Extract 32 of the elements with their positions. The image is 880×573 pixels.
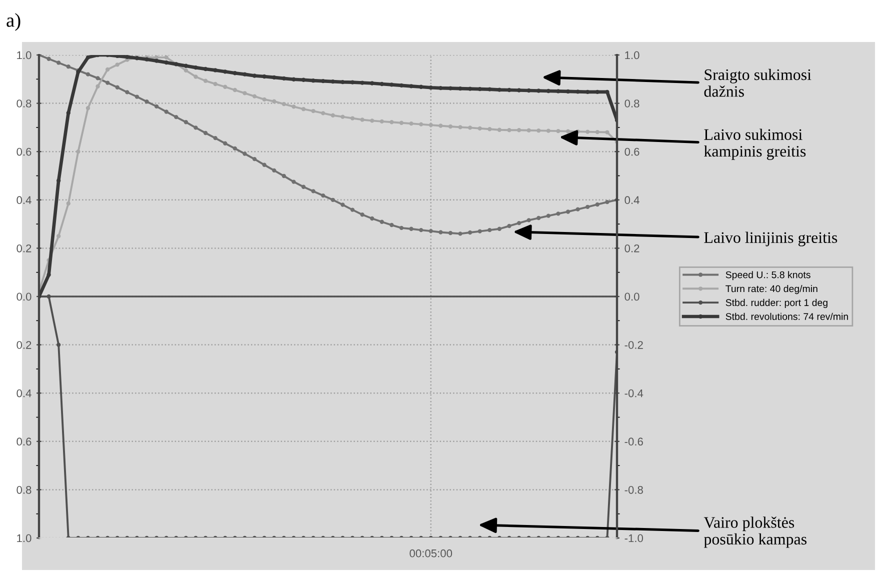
text: Laivo linijinis greitis — [704, 232, 838, 246]
y2-tick-label: 0.8 — [624, 100, 640, 108]
y2-tick-label: -1.0 — [624, 534, 644, 542]
y2-tick-label: -0.4 — [624, 389, 644, 398]
y-tick-label: 0.8 — [16, 486, 32, 494]
y-tick-label: 0.2 — [16, 244, 32, 252]
y-tick-label: 1.0 — [17, 534, 32, 542]
legend-label: Stbd. rudder: port 1 deg — [726, 298, 828, 308]
y2-tick-label: 1.0 — [625, 51, 640, 60]
y2-tick-label: 0.6 — [624, 148, 640, 156]
text: Vairo plokštės posūkio kampas — [704, 516, 806, 548]
y2-tick-label: 0.0 — [624, 292, 640, 301]
y2-tick-label: -0.8 — [624, 486, 643, 494]
y-tick-label: 0.8 — [16, 100, 32, 108]
y2-tick-label: 0.4 — [624, 196, 640, 204]
text: Laivo sukimosi kampinis greitis — [704, 128, 806, 160]
y-tick-label: 1.0 — [17, 51, 32, 60]
text: a) — [6, 13, 20, 31]
y-tick-label: 0.6 — [16, 148, 32, 156]
legend-label: Turn rate: 40 deg/min — [726, 285, 818, 294]
text: Sraigto sukimosi dažnis — [704, 68, 812, 97]
y-tick-label: 0.0 — [16, 292, 32, 301]
y-tick-label: 0.2 — [16, 341, 32, 349]
y2-tick-label: -0.6 — [624, 438, 643, 446]
y-tick-label: 0.6 — [16, 438, 32, 446]
legend-label: Speed U.: 5.8 knots — [726, 271, 810, 280]
y-tick-label: 0.4 — [16, 196, 32, 204]
y-tick-label: 0.4 — [16, 389, 32, 398]
x-tick-label: 00:05:00 — [410, 549, 452, 558]
legend-label: Stbd. revolutions: 74 rev/min — [726, 312, 848, 320]
y2-tick-label: 0.2 — [624, 244, 640, 252]
y2-tick-label: -0.2 — [624, 341, 643, 349]
